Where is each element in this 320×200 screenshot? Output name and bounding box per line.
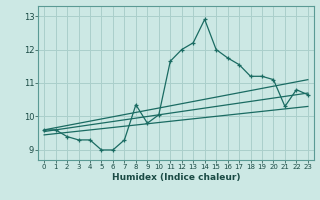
X-axis label: Humidex (Indice chaleur): Humidex (Indice chaleur): [112, 173, 240, 182]
